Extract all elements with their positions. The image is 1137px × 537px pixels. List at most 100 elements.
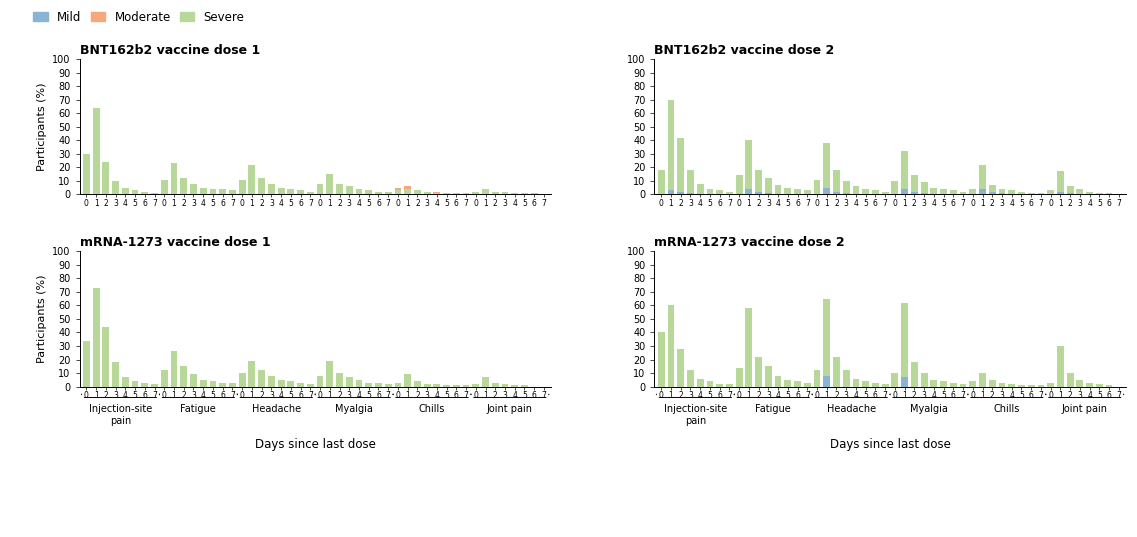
Bar <box>785 382 791 387</box>
Bar <box>911 176 918 185</box>
Bar <box>209 191 216 194</box>
Bar <box>414 191 421 194</box>
Bar <box>678 349 684 387</box>
Bar <box>346 186 352 194</box>
Bar <box>249 361 256 371</box>
Bar <box>141 193 148 194</box>
Bar <box>1057 171 1064 192</box>
Bar <box>375 384 382 387</box>
Bar <box>667 343 674 387</box>
Bar <box>949 191 956 192</box>
Bar <box>277 380 284 387</box>
Bar <box>989 185 996 192</box>
Bar <box>453 385 459 387</box>
Bar <box>375 192 382 194</box>
Bar <box>200 189 207 194</box>
Bar <box>1018 193 1024 194</box>
Bar <box>833 170 840 182</box>
Bar <box>297 191 304 192</box>
Bar <box>833 357 840 373</box>
Bar <box>102 162 109 165</box>
Bar <box>833 170 840 192</box>
Bar <box>921 182 928 193</box>
Bar <box>113 362 119 364</box>
Bar <box>970 381 977 384</box>
Bar <box>716 192 723 194</box>
Bar <box>746 176 753 194</box>
Bar <box>843 371 849 387</box>
Bar <box>307 384 314 387</box>
Bar <box>365 384 372 387</box>
Text: Joint pain: Joint pain <box>1062 404 1107 414</box>
Text: Headache: Headache <box>827 404 875 414</box>
Bar <box>823 143 830 177</box>
Bar <box>697 184 704 187</box>
Bar <box>200 380 207 387</box>
Bar <box>1067 382 1073 387</box>
Bar <box>209 189 216 191</box>
Bar <box>277 189 284 194</box>
Bar <box>219 382 226 387</box>
Bar <box>405 186 412 189</box>
Bar <box>902 303 908 377</box>
Bar <box>667 306 674 387</box>
Bar <box>949 384 956 387</box>
Bar <box>297 192 304 194</box>
Bar <box>414 191 421 194</box>
Bar <box>356 189 363 194</box>
Bar <box>960 193 966 194</box>
Bar <box>998 384 1005 387</box>
Bar <box>930 191 937 194</box>
Bar <box>160 373 167 387</box>
Bar <box>814 185 821 194</box>
Bar <box>521 385 528 387</box>
Bar <box>337 373 343 387</box>
Bar <box>833 182 840 194</box>
Bar <box>443 385 450 387</box>
Bar <box>862 381 869 382</box>
Bar <box>911 185 918 194</box>
Bar <box>1086 385 1093 387</box>
Bar <box>989 191 996 194</box>
Bar <box>794 189 800 194</box>
Bar <box>804 191 811 192</box>
Bar <box>891 181 898 194</box>
Bar <box>249 361 256 387</box>
Bar <box>872 382 879 387</box>
Bar <box>268 376 275 387</box>
Bar <box>911 362 918 387</box>
Bar <box>765 184 772 194</box>
Bar <box>151 193 158 194</box>
Bar <box>1086 192 1093 193</box>
Bar <box>463 385 470 387</box>
Bar <box>716 191 723 192</box>
Bar <box>365 382 372 387</box>
Bar <box>171 163 177 178</box>
Bar <box>823 143 830 187</box>
Text: Days since last dose: Days since last dose <box>255 438 375 451</box>
Bar <box>512 193 518 194</box>
Bar <box>171 351 177 369</box>
Bar <box>433 193 440 194</box>
Bar <box>1105 385 1112 387</box>
Bar <box>1105 193 1112 194</box>
Bar <box>862 191 869 194</box>
Bar <box>804 384 811 387</box>
Bar <box>1067 373 1073 387</box>
Bar <box>814 371 821 376</box>
Bar <box>1077 380 1084 384</box>
Bar <box>872 192 879 194</box>
Bar <box>395 382 401 384</box>
Bar <box>814 179 821 194</box>
Bar <box>794 381 800 387</box>
Bar <box>316 379 323 387</box>
Bar <box>687 373 694 387</box>
Bar <box>902 303 908 369</box>
Bar <box>132 191 139 194</box>
Bar <box>774 189 781 194</box>
Bar <box>921 380 928 387</box>
Bar <box>171 178 177 194</box>
Bar <box>83 156 90 194</box>
Bar <box>853 381 860 387</box>
Bar <box>239 182 246 194</box>
